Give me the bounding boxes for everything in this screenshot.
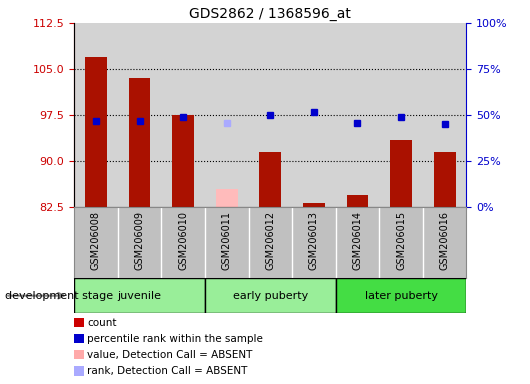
Text: early puberty: early puberty <box>233 291 308 301</box>
Bar <box>172 115 194 207</box>
Bar <box>347 195 368 207</box>
Bar <box>335 278 466 313</box>
Text: juvenile: juvenile <box>118 291 162 301</box>
Title: GDS2862 / 1368596_at: GDS2862 / 1368596_at <box>189 7 351 21</box>
Bar <box>216 189 237 207</box>
Bar <box>74 278 205 313</box>
Text: count: count <box>87 318 117 328</box>
Text: GSM206012: GSM206012 <box>266 211 275 270</box>
Text: GSM206010: GSM206010 <box>178 211 188 270</box>
Text: GSM206008: GSM206008 <box>91 211 101 270</box>
Bar <box>205 278 335 313</box>
Bar <box>390 140 412 207</box>
Text: later puberty: later puberty <box>365 291 438 301</box>
Text: GSM206013: GSM206013 <box>309 211 319 270</box>
Bar <box>129 78 151 207</box>
Text: GSM206016: GSM206016 <box>439 211 449 270</box>
Text: development stage: development stage <box>5 291 113 301</box>
Bar <box>434 152 455 207</box>
Bar <box>85 57 107 207</box>
Text: rank, Detection Call = ABSENT: rank, Detection Call = ABSENT <box>87 366 248 376</box>
Text: GSM206011: GSM206011 <box>222 211 232 270</box>
Text: GSM206014: GSM206014 <box>352 211 363 270</box>
Bar <box>259 152 281 207</box>
Bar <box>303 203 325 207</box>
Text: GSM206009: GSM206009 <box>135 211 145 270</box>
Text: percentile rank within the sample: percentile rank within the sample <box>87 334 263 344</box>
Text: value, Detection Call = ABSENT: value, Detection Call = ABSENT <box>87 350 253 360</box>
Text: GSM206015: GSM206015 <box>396 211 406 270</box>
